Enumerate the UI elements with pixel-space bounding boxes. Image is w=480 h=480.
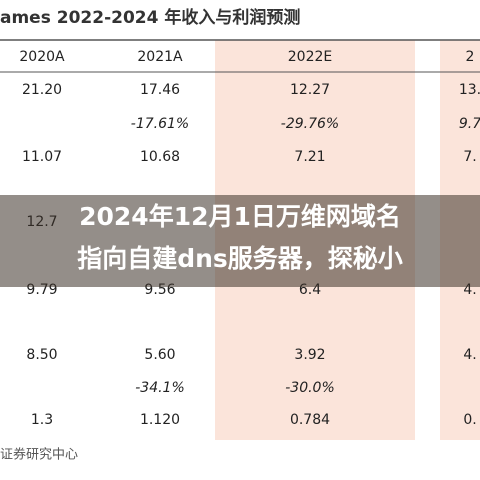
cell: -29.76% <box>281 116 339 132</box>
cell: 9.7 <box>459 116 480 132</box>
cell: -30.0% <box>285 380 335 396</box>
cell: -34.1% <box>135 380 185 396</box>
cell: 7.21 <box>294 149 325 165</box>
column-header: 2 <box>466 49 475 65</box>
banner-text: 2024年12月1日万维网域名 <box>79 202 401 231</box>
cell: 5.60 <box>144 347 175 363</box>
cell: 13. <box>459 82 480 98</box>
column-header: 2022E <box>288 49 332 65</box>
cell: 4. <box>463 347 476 363</box>
cell: 3.92 <box>294 347 325 363</box>
cell: 21.20 <box>22 82 62 98</box>
cell: 11.07 <box>22 149 62 165</box>
source: 证券研究中心 <box>0 447 78 463</box>
cell: 10.68 <box>140 149 180 165</box>
cell: 17.46 <box>140 82 180 98</box>
banner <box>0 195 480 287</box>
cell: 1.120 <box>140 412 180 428</box>
cell: 0.784 <box>290 412 330 428</box>
cell: 0. <box>463 412 476 428</box>
cell: -17.61% <box>131 116 189 132</box>
column-header: 2020A <box>19 49 65 65</box>
banner-text: 指向自建dns服务器，探秘小 <box>77 244 403 273</box>
cell: 1.3 <box>31 412 53 428</box>
cell: 12.27 <box>290 82 330 98</box>
column-header: 2021A <box>137 49 183 65</box>
cell: 8.50 <box>26 347 57 363</box>
cell: 7. <box>463 149 476 165</box>
title: ames 2022-2024 年收入与利润预测 <box>0 7 300 28</box>
